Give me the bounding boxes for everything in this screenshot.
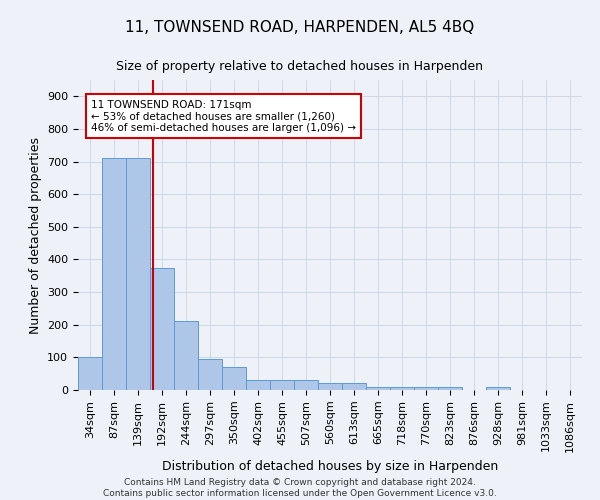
Bar	[126, 158, 150, 390]
Bar	[390, 388, 414, 390]
Text: 11 TOWNSEND ROAD: 171sqm
← 53% of detached houses are smaller (1,260)
46% of sem: 11 TOWNSEND ROAD: 171sqm ← 53% of detach…	[91, 100, 356, 133]
Bar	[222, 366, 246, 390]
Bar	[246, 380, 270, 390]
Bar	[366, 386, 390, 390]
Bar	[438, 388, 462, 390]
Y-axis label: Number of detached properties: Number of detached properties	[29, 136, 41, 334]
Bar	[102, 158, 126, 390]
Bar	[78, 358, 102, 390]
Text: 11, TOWNSEND ROAD, HARPENDEN, AL5 4BQ: 11, TOWNSEND ROAD, HARPENDEN, AL5 4BQ	[125, 20, 475, 35]
Bar	[198, 359, 222, 390]
Bar	[342, 384, 366, 390]
Bar	[486, 388, 510, 390]
Bar	[270, 380, 294, 390]
Bar	[294, 380, 318, 390]
Text: Size of property relative to detached houses in Harpenden: Size of property relative to detached ho…	[116, 60, 484, 73]
Bar	[318, 384, 342, 390]
Bar	[150, 268, 174, 390]
Bar	[414, 386, 438, 390]
X-axis label: Distribution of detached houses by size in Harpenden: Distribution of detached houses by size …	[162, 460, 498, 473]
Text: Contains HM Land Registry data © Crown copyright and database right 2024.
Contai: Contains HM Land Registry data © Crown c…	[103, 478, 497, 498]
Bar	[174, 322, 198, 390]
